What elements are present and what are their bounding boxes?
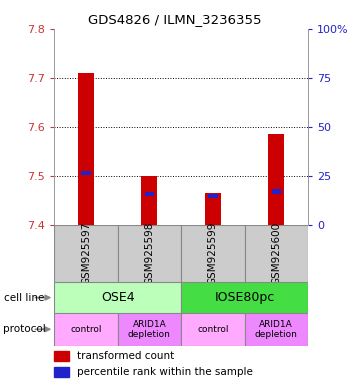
Bar — [245, 225, 308, 282]
Bar — [54, 367, 69, 377]
Bar — [268, 134, 284, 225]
Bar — [141, 175, 158, 225]
Text: IOSE80pc: IOSE80pc — [215, 291, 275, 304]
Text: GSM925600: GSM925600 — [271, 222, 281, 285]
Text: percentile rank within the sample: percentile rank within the sample — [77, 367, 253, 377]
Bar — [54, 351, 69, 361]
Text: ARID1A
depletion: ARID1A depletion — [255, 319, 298, 339]
Bar — [205, 193, 221, 225]
Bar — [245, 313, 308, 346]
Bar — [118, 313, 181, 346]
Text: control: control — [197, 325, 229, 334]
Text: GSM925599: GSM925599 — [208, 222, 218, 285]
Bar — [208, 194, 218, 199]
Text: OSE4: OSE4 — [101, 291, 134, 304]
Bar — [181, 282, 308, 313]
Text: transformed count: transformed count — [77, 351, 174, 361]
Bar — [181, 313, 245, 346]
Bar — [78, 73, 94, 225]
Text: cell line: cell line — [4, 293, 44, 303]
Bar — [81, 171, 91, 175]
Bar — [118, 225, 181, 282]
Bar — [272, 189, 281, 194]
Text: GDS4826 / ILMN_3236355: GDS4826 / ILMN_3236355 — [88, 13, 262, 26]
Bar — [54, 225, 118, 282]
Text: control: control — [70, 325, 102, 334]
Bar — [181, 225, 245, 282]
Text: GSM925597: GSM925597 — [81, 222, 91, 285]
Bar — [54, 282, 181, 313]
Text: ARID1A
depletion: ARID1A depletion — [128, 319, 171, 339]
Text: protocol: protocol — [4, 324, 46, 334]
Bar — [145, 192, 154, 197]
Bar — [54, 313, 118, 346]
Text: GSM925598: GSM925598 — [145, 222, 154, 285]
